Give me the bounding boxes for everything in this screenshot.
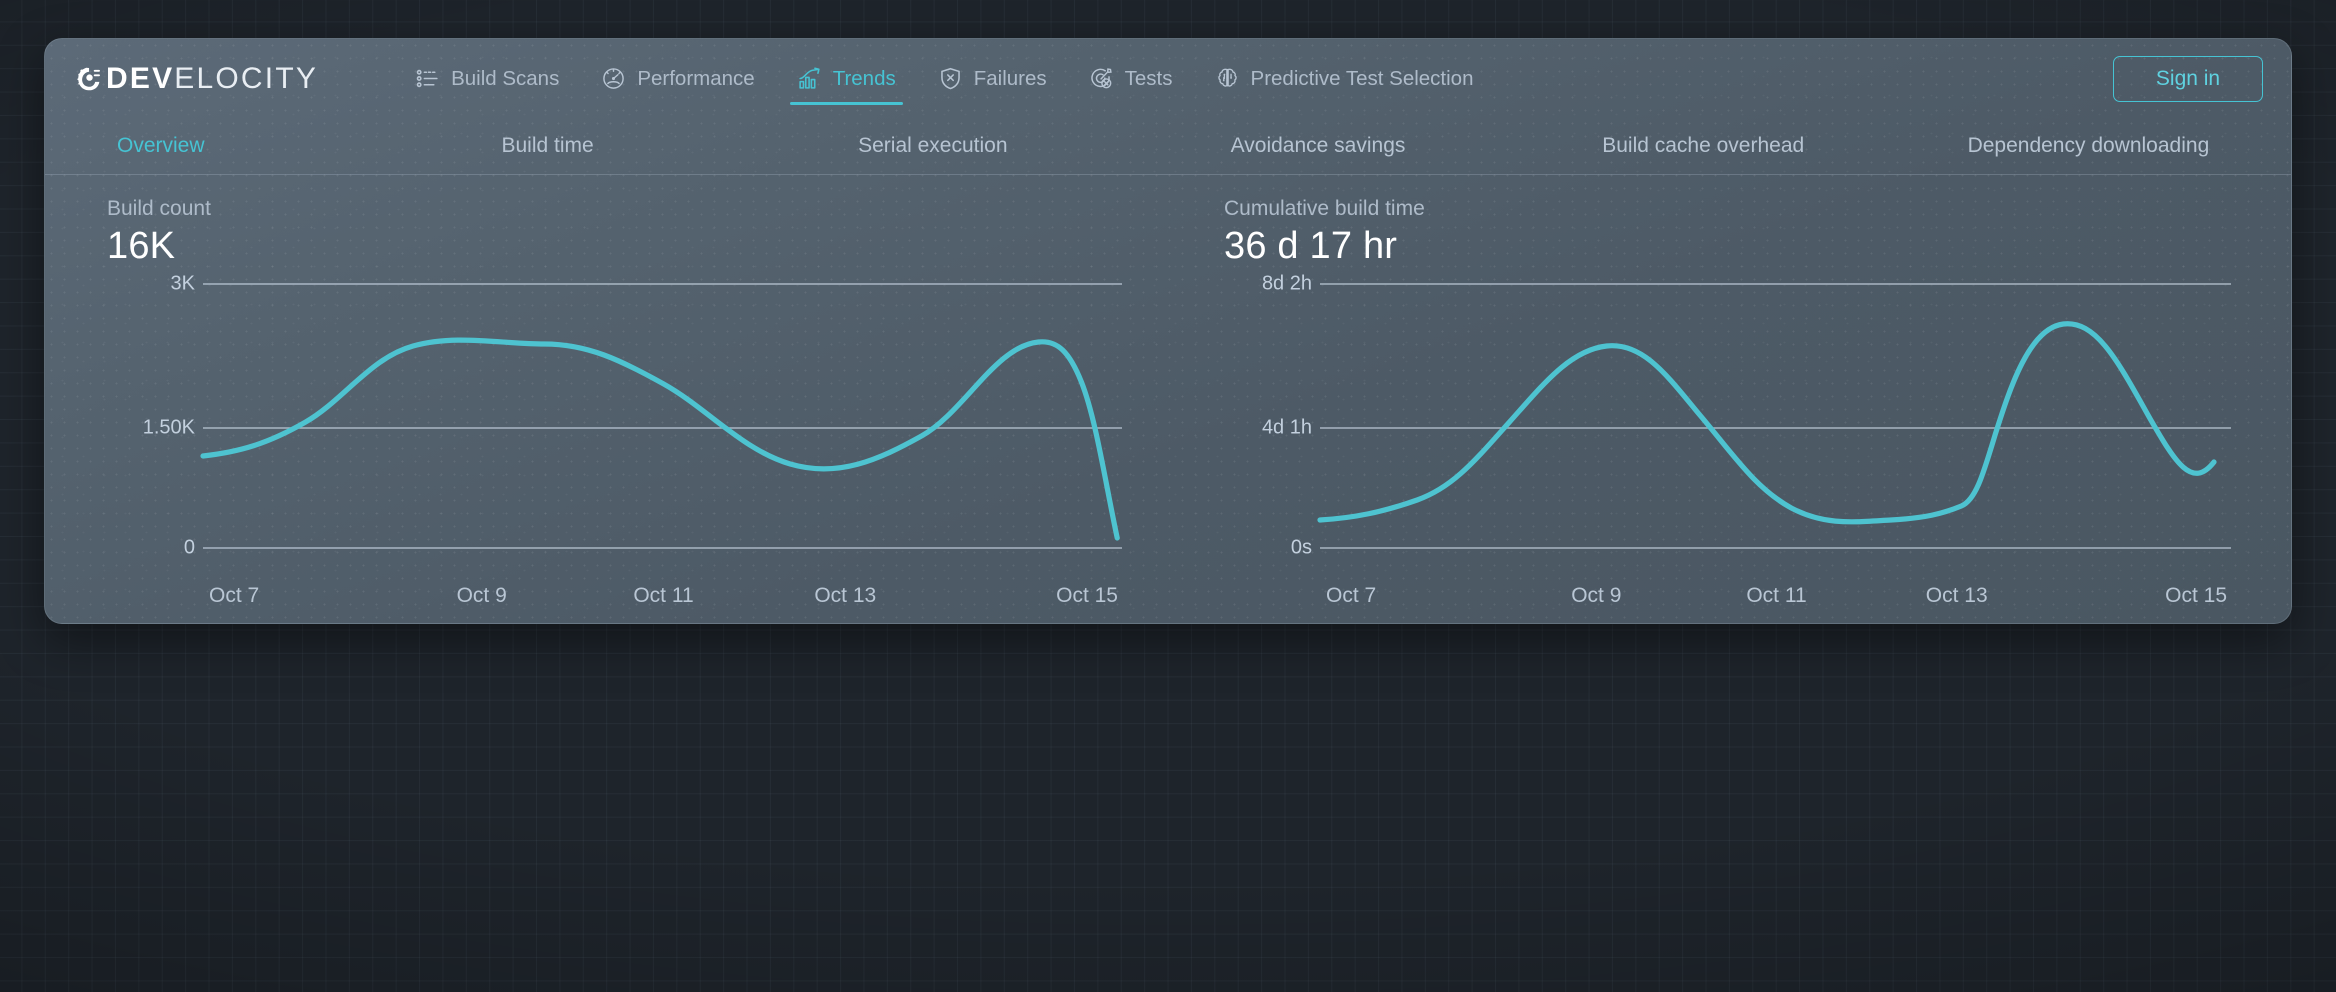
- cumulative-build-time-x-axis: Oct 7 Oct 9 Oct 11 Oct 13 Oct 15: [1320, 584, 2231, 608]
- y-tick-label: 0s: [1290, 536, 1312, 559]
- tab-avoidance-savings[interactable]: Avoidance savings: [1230, 134, 1406, 157]
- tab-build-cache-overhead[interactable]: Build cache overhead: [1602, 134, 1805, 157]
- x-tick-label: Oct 15: [1056, 584, 1118, 607]
- nav-item-label: Build Scans: [451, 66, 560, 90]
- sub-navigation-tabs: Overview Build time Serial execution Avo…: [45, 118, 2291, 175]
- developer-logo-icon: [77, 67, 100, 90]
- tab-serial-execution[interactable]: Serial execution: [858, 134, 1008, 157]
- top-nav-items: Build Scans Performance: [394, 53, 2113, 105]
- cumulative-build-time-label: Cumulative build time: [1224, 197, 1425, 220]
- x-tick-label: Oct 13: [814, 584, 877, 607]
- brand-thin: ELOCITY: [174, 61, 319, 95]
- y-tick-label: 4d 1h: [1261, 416, 1312, 439]
- test-target-icon: [1090, 68, 1112, 89]
- cumulative-build-time-line: [1320, 324, 2214, 522]
- bar-chart-trend-icon: [799, 67, 820, 89]
- x-tick-label: Oct 7: [1326, 584, 1377, 607]
- x-tick-label: Oct 15: [2165, 584, 2228, 607]
- brand-logo-text: DEVELOCITY: [106, 61, 319, 95]
- build-count-plot[interactable]: 3K 1.50K 0: [107, 272, 1122, 572]
- nav-item-label: Predictive Test Selection: [1250, 66, 1474, 90]
- gridlines: [1320, 283, 2231, 549]
- y-tick-label: 0: [183, 536, 195, 559]
- chart-panel-cumulative-build-time: Cumulative build time 36 d 17 hr 8d 2h 4…: [1168, 197, 2291, 608]
- nav-item-failures[interactable]: Failures: [917, 53, 1068, 105]
- nav-item-build-scans[interactable]: Build Scans: [394, 53, 580, 105]
- brand-logo[interactable]: DEVELOCITY: [75, 59, 318, 99]
- nav-item-predictive-test-selection[interactable]: Predictive Test Selection: [1194, 53, 1495, 105]
- cumulative-build-time-svg: [1320, 283, 2231, 549]
- gridlines: [203, 283, 1122, 549]
- x-tick-label: Oct 11: [633, 584, 694, 607]
- y-tick-label: 1.50K: [142, 416, 195, 439]
- shield-x-icon: [940, 67, 960, 90]
- brain-icon: [1217, 68, 1237, 87]
- x-tick-label: Oct 7: [209, 584, 260, 607]
- build-count-line: [203, 340, 1117, 538]
- build-count-x-axis: Oct 7 Oct 9 Oct 11 Oct 13 Oct 15: [203, 584, 1122, 608]
- y-tick-label: 8d 2h: [1261, 272, 1312, 295]
- tab-overview[interactable]: Overview: [117, 134, 205, 157]
- y-tick-label: 3K: [170, 272, 195, 295]
- nav-item-performance[interactable]: Performance: [580, 53, 775, 105]
- nav-item-trends[interactable]: Trends: [776, 53, 917, 105]
- charts-container: Build count 16K 3K 1.50K 0: [45, 175, 2291, 608]
- cumulative-build-time-plot-area: [1320, 272, 2231, 572]
- tab-dependency-downloading[interactable]: Dependency downloading: [1967, 134, 2210, 157]
- gauge-icon: [603, 68, 625, 89]
- sign-in-button[interactable]: Sign in: [2113, 55, 2263, 102]
- build-count-label: Build count: [107, 197, 211, 220]
- build-count-plot-area: [203, 272, 1122, 572]
- top-navigation-bar: DEVELOCITY Build Scans: [45, 39, 2291, 118]
- cumulative-build-time-plot[interactable]: 8d 2h 4d 1h 0s: [1224, 272, 2231, 572]
- x-tick-label: Oct 9: [456, 584, 507, 607]
- nav-item-label: Trends: [832, 66, 896, 90]
- chart-panel-build-count: Build count 16K 3K 1.50K 0: [45, 197, 1168, 608]
- developectivity-dashboard-card: DEVELOCITY Build Scans: [44, 38, 2292, 624]
- nav-item-label: Performance: [637, 66, 755, 90]
- nav-item-label: Failures: [973, 66, 1047, 90]
- x-tick-label: Oct 11: [1746, 584, 1807, 607]
- brand-bold: DEV: [106, 61, 175, 95]
- nav-item-tests[interactable]: Tests: [1068, 53, 1194, 105]
- x-tick-label: Oct 9: [1571, 584, 1622, 607]
- build-count-value: 16K: [107, 225, 176, 267]
- list-icon: [416, 69, 438, 88]
- x-tick-label: Oct 13: [1925, 584, 1988, 607]
- cumulative-build-time-value: 36 d 17 hr: [1224, 225, 1398, 267]
- nav-item-label: Tests: [1124, 66, 1173, 90]
- build-count-svg: [203, 283, 1122, 549]
- tab-build-time[interactable]: Build time: [501, 134, 594, 157]
